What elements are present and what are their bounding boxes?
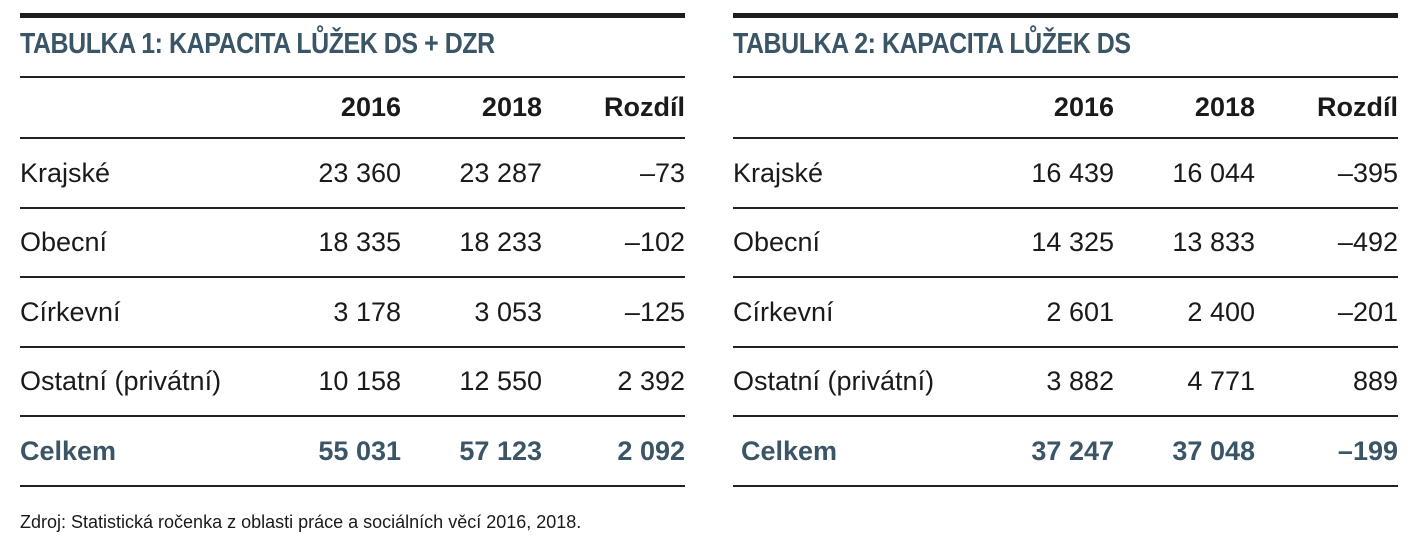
table-2: TABULKA 2: KAPACITA LŮŽEK DS 2016 2018 R… <box>733 0 1398 490</box>
table-row: Krajské 23 360 23 287 –73 <box>20 153 685 193</box>
divider <box>20 276 685 278</box>
divider <box>733 346 1398 348</box>
total-diff: 2 092 <box>617 436 685 466</box>
divider <box>733 137 1398 139</box>
row-label: Církevní <box>20 297 121 327</box>
table-1: TABULKA 1: KAPACITA LŮŽEK DS + DZR 2016 … <box>20 0 685 490</box>
value-diff: –201 <box>1337 297 1398 327</box>
value-2016: 10 158 <box>318 366 401 396</box>
value-diff: –125 <box>624 297 685 327</box>
total-2018: 37 048 <box>1172 436 1255 466</box>
value-diff: 889 <box>1352 366 1398 396</box>
divider <box>733 415 1398 417</box>
header-diff: Rozdíl <box>604 92 685 122</box>
divider <box>733 276 1398 278</box>
top-rule <box>733 13 1398 18</box>
value-2018: 3 053 <box>474 297 542 327</box>
source-footnote: Zdroj: Statistická ročenka z oblasti prá… <box>20 512 582 532</box>
value-2018: 4 771 <box>1187 366 1255 396</box>
value-2016: 18 335 <box>318 227 401 257</box>
header-row: 2016 2018 Rozdíl <box>733 87 1398 127</box>
header-row: 2016 2018 Rozdíl <box>20 87 685 127</box>
table-title: TABULKA 1: KAPACITA LŮŽEK DS + DZR <box>20 28 495 60</box>
row-label: Církevní <box>733 297 834 327</box>
row-label: Obecní <box>20 227 108 257</box>
value-diff: –492 <box>1337 227 1398 257</box>
table-row: Církevní 3 178 3 053 –125 <box>20 292 685 332</box>
row-label: Krajské <box>733 158 824 188</box>
total-2018: 57 123 <box>459 436 542 466</box>
divider <box>20 137 685 139</box>
divider <box>20 485 685 487</box>
value-2016: 23 360 <box>318 158 401 188</box>
total-label: Celkem <box>741 436 838 466</box>
table-row: Obecní 18 335 18 233 –102 <box>20 222 685 262</box>
value-2018: 12 550 <box>459 366 542 396</box>
table-title: TABULKA 2: KAPACITA LŮŽEK DS <box>733 28 1131 60</box>
divider <box>20 346 685 348</box>
table-row: Krajské 16 439 16 044 –395 <box>733 153 1398 193</box>
table-row: Ostatní (privátní) 3 882 4 771 889 <box>733 361 1398 401</box>
divider <box>20 76 685 78</box>
total-label: Celkem <box>20 436 117 466</box>
value-2016: 3 178 <box>333 297 401 327</box>
value-2018: 2 400 <box>1187 297 1255 327</box>
top-rule <box>20 13 685 18</box>
total-row: Celkem 37 247 37 048 –199 <box>733 431 1398 471</box>
value-2016: 2 601 <box>1046 297 1114 327</box>
total-2016: 55 031 <box>318 436 401 466</box>
header-2018: 2018 <box>481 92 542 122</box>
row-label: Ostatní (privátní) <box>20 366 222 396</box>
value-2018: 13 833 <box>1172 227 1255 257</box>
value-2018: 18 233 <box>459 227 542 257</box>
header-2016: 2016 <box>1053 92 1114 122</box>
value-2016: 14 325 <box>1031 227 1114 257</box>
header-2018: 2018 <box>1194 92 1255 122</box>
value-2016: 3 882 <box>1046 366 1114 396</box>
divider <box>733 207 1398 209</box>
value-2016: 16 439 <box>1031 158 1114 188</box>
row-label: Ostatní (privátní) <box>733 366 935 396</box>
table-row: Obecní 14 325 13 833 –492 <box>733 222 1398 262</box>
table-row: Ostatní (privátní) 10 158 12 550 2 392 <box>20 361 685 401</box>
divider <box>733 76 1398 78</box>
value-2018: 16 044 <box>1172 158 1255 188</box>
divider <box>20 415 685 417</box>
total-diff: –199 <box>1337 436 1398 466</box>
row-label: Krajské <box>20 158 111 188</box>
value-diff: 2 392 <box>617 366 685 396</box>
value-diff: –73 <box>639 158 685 188</box>
header-diff: Rozdíl <box>1317 92 1398 122</box>
total-row: Celkem 55 031 57 123 2 092 <box>20 431 685 471</box>
value-diff: –102 <box>624 227 685 257</box>
value-2018: 23 287 <box>459 158 542 188</box>
header-2016: 2016 <box>340 92 401 122</box>
table-row: Církevní 2 601 2 400 –201 <box>733 292 1398 332</box>
value-diff: –395 <box>1337 158 1398 188</box>
divider <box>733 485 1398 487</box>
divider <box>20 207 685 209</box>
total-2016: 37 247 <box>1031 436 1114 466</box>
row-label: Obecní <box>733 227 821 257</box>
